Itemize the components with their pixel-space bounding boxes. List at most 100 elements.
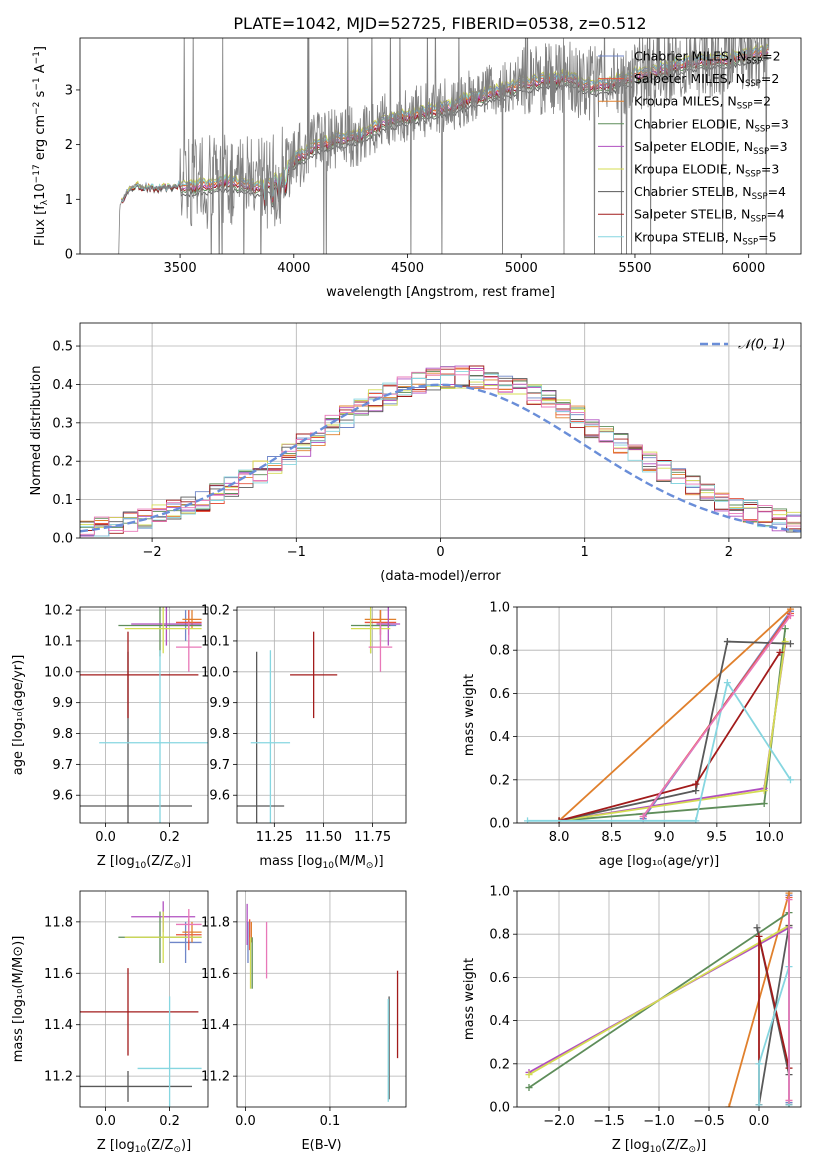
weight-line bbox=[527, 680, 792, 822]
age-vs-Z-panel: 0.0 0.2 9.6 9.7 9.8 9.9 10.0 10.1 10.2 Z [log10(Z… bbox=[11, 604, 209, 871]
error-bar-point bbox=[169, 921, 202, 963]
weight-series bbox=[555, 638, 789, 823]
y-tick-label: 9.9 bbox=[209, 696, 230, 711]
y-tick-label: 9.9 bbox=[52, 696, 73, 711]
mass-vs-ebv-plot-area bbox=[246, 903, 399, 1102]
weight-marker bbox=[755, 932, 763, 940]
massweight-vs-age-panel: 8.0 8.5 9.0 9.5 10.0 0.0 0.2 0.4 0.6 0.8 1.0 age [l… bbox=[462, 601, 802, 869]
weight-marker bbox=[786, 612, 794, 620]
x-axis-label-part: (Z/Z bbox=[146, 1138, 173, 1153]
x-axis-label-part: 10 bbox=[135, 861, 147, 871]
legend-entry: Kroupa MILES, NSSP=2 bbox=[598, 94, 771, 112]
y-tick-label: 10.1 bbox=[44, 634, 73, 649]
x-tick-label: 0.2 bbox=[159, 1114, 180, 1129]
y-axis-label-part: 10 bbox=[33, 183, 48, 200]
weight-marker bbox=[755, 1060, 763, 1068]
legend-label-sub: SSP bbox=[754, 124, 770, 134]
massweight-vs-Z-plot-area bbox=[525, 891, 793, 1107]
legend-label-tail: =2 bbox=[753, 94, 771, 109]
weight-marker bbox=[525, 1071, 533, 1079]
y-tick-label: 9.7 bbox=[52, 758, 73, 773]
residual-histogram bbox=[80, 371, 801, 537]
y-tick-label: 0.4 bbox=[489, 730, 510, 745]
weight-line bbox=[558, 640, 791, 822]
legend-label: Kroupa STELIB, NSSP=5 bbox=[634, 229, 777, 247]
y-axis-label-part: s bbox=[33, 90, 48, 101]
legend-label-tail: =2 bbox=[761, 71, 779, 86]
legend-label-main: Kroupa STELIB, N bbox=[634, 229, 742, 244]
legend-entry: Chabrier STELIB, NSSP=4 bbox=[598, 184, 786, 202]
weight-line bbox=[642, 615, 792, 818]
legend-label: Chabrier ELODIE, NSSP=3 bbox=[634, 116, 789, 134]
legend-label: Chabrier STELIB, NSSP=4 bbox=[634, 184, 786, 202]
weight-line bbox=[558, 608, 792, 822]
legend-label-sub: SSP bbox=[737, 102, 753, 112]
y-tick-label: 0 bbox=[65, 248, 73, 263]
error-bar-point bbox=[137, 996, 202, 1107]
y-axis-label-part: λ bbox=[40, 199, 50, 205]
residual-histogram bbox=[80, 365, 801, 534]
y-tick-label: 11.8 bbox=[201, 915, 230, 930]
y-axis-label: mass [log₁₀(M/M⊙)] bbox=[11, 936, 26, 1063]
x-axis-label-part: (Z/Z bbox=[661, 1138, 688, 1153]
x-axis-label-part: )] bbox=[373, 854, 383, 869]
error-bar-point bbox=[131, 607, 202, 646]
y-tick-label: 11.2 bbox=[201, 1070, 230, 1085]
y-tick-label: 0.4 bbox=[489, 1014, 510, 1029]
legend-label-sub: SSP bbox=[742, 237, 758, 247]
legend-label-main: Kroupa ELODIE, N bbox=[634, 162, 745, 177]
error-bar-point bbox=[80, 968, 199, 1056]
axes-frame bbox=[236, 606, 407, 824]
x-axis-label: Z [log10(Z/Z⊙)] bbox=[97, 1138, 191, 1155]
x-axis-label-part: 10 bbox=[650, 1145, 662, 1155]
y-tick-label: 9.6 bbox=[209, 789, 230, 804]
x-tick-label: 9.5 bbox=[707, 830, 728, 845]
x-tick-label: −2 bbox=[143, 545, 162, 560]
legend-entry: Chabrier ELODIE, NSSP=3 bbox=[598, 116, 789, 134]
error-bar-point bbox=[368, 622, 393, 672]
legend-label-sub: SSP bbox=[753, 147, 769, 157]
legend-label: Salpeter STELIB, NSSP=4 bbox=[634, 207, 785, 225]
y-tick-label: 0.4 bbox=[52, 378, 73, 393]
y-axis-label-part: −2 bbox=[32, 102, 42, 115]
x-tick-label: −2.0 bbox=[543, 1114, 575, 1129]
x-tick-label: 11.75 bbox=[354, 830, 391, 845]
y-tick-label: 9.7 bbox=[209, 758, 230, 773]
x-axis-label-part: )] bbox=[696, 1138, 706, 1153]
x-axis-label-part: 10 bbox=[135, 1145, 147, 1155]
weight-marker bbox=[639, 813, 647, 821]
legend-entry: Salpeter ELODIE, NSSP=3 bbox=[598, 139, 788, 157]
y-axis-label: Flux [fλ10−17 erg cm−2 s−1 A−1] bbox=[32, 46, 50, 246]
massweight-vs-age-plot-area bbox=[524, 607, 794, 823]
legend-label: Salpeter ELODIE, NSSP=3 bbox=[634, 139, 788, 157]
error-bar-point bbox=[290, 631, 338, 719]
y-tick-label: 0.5 bbox=[52, 340, 73, 355]
model-spectrum-line bbox=[121, 55, 769, 211]
legend-label: Kroupa MILES, NSSP=2 bbox=[634, 94, 771, 112]
normal-curve bbox=[80, 383, 801, 533]
x-axis-label: wavelength [Angstrom, rest frame] bbox=[326, 285, 555, 300]
weight-marker bbox=[524, 817, 532, 823]
mass-vs-Z-plot-area bbox=[80, 901, 202, 1107]
x-tick-label: 1 bbox=[581, 545, 589, 560]
legend-entry: Kroupa ELODIE, NSSP=3 bbox=[598, 162, 779, 180]
x-axis-label-part: Z [log bbox=[612, 1138, 650, 1153]
error-bar-point bbox=[118, 607, 202, 657]
legend-entry: Chabrier MILES, NSSP=2 bbox=[598, 49, 781, 67]
residual-legend: 𝒩(0, 1) bbox=[700, 338, 785, 353]
x-tick-label: 8.0 bbox=[549, 830, 570, 845]
residual-histogram bbox=[80, 381, 801, 537]
x-axis-label: E(B-V) bbox=[301, 1138, 341, 1153]
y-axis-label: Normed distribution bbox=[29, 366, 44, 496]
legend-label-tail: =4 bbox=[768, 184, 786, 199]
error-bar-point bbox=[124, 607, 202, 654]
y-axis-label-part: ] bbox=[33, 46, 48, 51]
legend-label-tail: =2 bbox=[762, 49, 780, 64]
x-axis-label-part: 10 bbox=[323, 861, 335, 871]
x-axis-label: Z [log10(Z/Z⊙)] bbox=[612, 1138, 706, 1155]
weight-series bbox=[639, 612, 794, 821]
x-axis-label-part: )] bbox=[181, 1138, 191, 1153]
y-tick-label: 1.0 bbox=[489, 601, 510, 616]
weight-marker bbox=[786, 640, 794, 648]
x-tick-label: −1 bbox=[287, 545, 306, 560]
